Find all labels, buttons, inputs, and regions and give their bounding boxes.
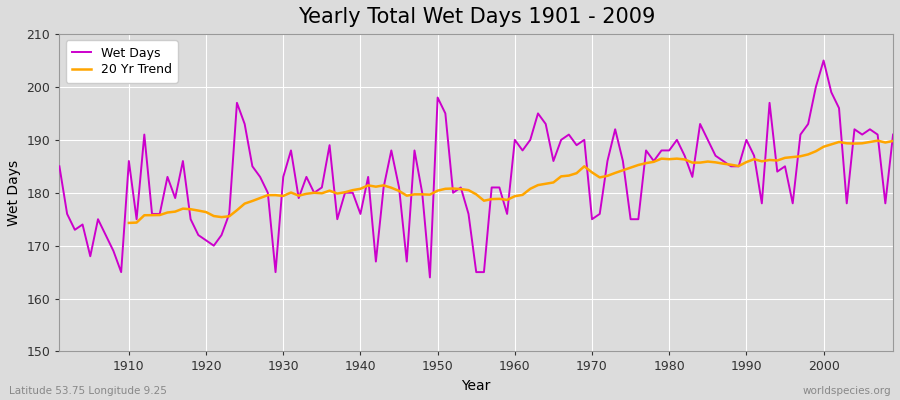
Wet Days bbox=[425, 275, 436, 280]
20 Yr Trend bbox=[123, 220, 134, 225]
Text: Latitude 53.75 Longitude 9.25: Latitude 53.75 Longitude 9.25 bbox=[9, 386, 166, 396]
Wet Days bbox=[54, 164, 65, 169]
Wet Days bbox=[332, 217, 343, 222]
X-axis label: Year: Year bbox=[462, 379, 490, 393]
20 Yr Trend bbox=[579, 164, 590, 169]
20 Yr Trend bbox=[826, 142, 837, 147]
20 Yr Trend bbox=[849, 141, 859, 146]
20 Yr Trend bbox=[518, 192, 528, 197]
Wet Days bbox=[509, 138, 520, 142]
Wet Days bbox=[818, 58, 829, 63]
Text: worldspecies.org: worldspecies.org bbox=[803, 386, 891, 396]
Wet Days bbox=[116, 270, 127, 274]
Wet Days bbox=[285, 148, 296, 153]
Legend: Wet Days, 20 Yr Trend: Wet Days, 20 Yr Trend bbox=[66, 40, 178, 82]
20 Yr Trend bbox=[872, 138, 883, 143]
20 Yr Trend bbox=[301, 192, 311, 196]
Wet Days bbox=[610, 127, 621, 132]
Y-axis label: Wet Days: Wet Days bbox=[7, 160, 21, 226]
20 Yr Trend bbox=[270, 193, 281, 198]
20 Yr Trend bbox=[887, 138, 898, 143]
Title: Yearly Total Wet Days 1901 - 2009: Yearly Total Wet Days 1901 - 2009 bbox=[298, 7, 655, 27]
Line: Wet Days: Wet Days bbox=[59, 60, 893, 278]
Line: 20 Yr Trend: 20 Yr Trend bbox=[129, 141, 893, 223]
Wet Days bbox=[887, 132, 898, 137]
Wet Days bbox=[518, 148, 528, 153]
